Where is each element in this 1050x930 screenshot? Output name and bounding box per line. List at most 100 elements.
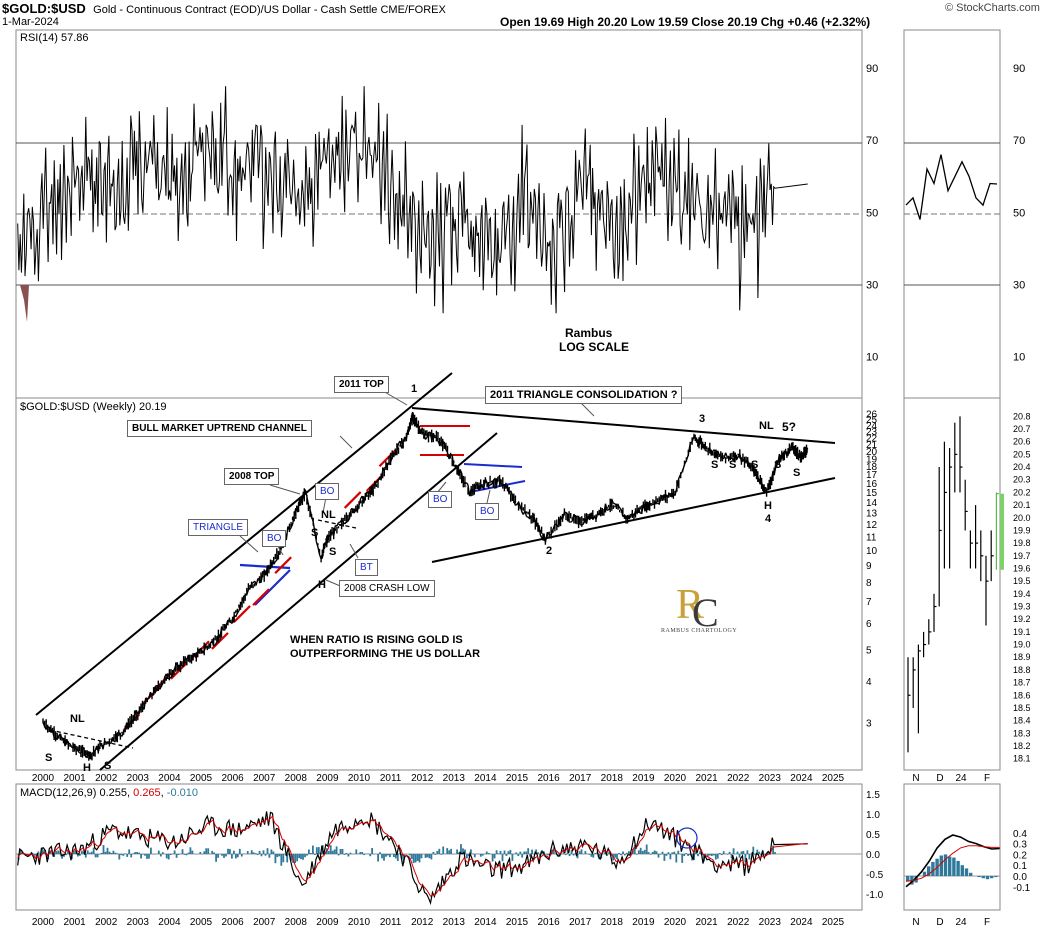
macd-hist-bar: [274, 854, 277, 864]
macd-hist-bar: [41, 848, 44, 854]
macd-hist-bar: [764, 854, 767, 855]
macd-x-tick: 2014: [474, 917, 497, 928]
macd-hist-bar: [730, 854, 733, 858]
zoom-price-y-tick: 19.2: [1013, 614, 1031, 624]
annot-2008-top: 2008 TOP: [224, 468, 280, 485]
h-2001: H: [83, 762, 91, 774]
macd-cross-circle: [676, 827, 698, 849]
macd-hist-bar: [651, 852, 654, 854]
pattern-lines: [49, 425, 526, 749]
macd-hist-bar: [665, 854, 668, 856]
macd-hist-bar: [430, 854, 433, 860]
zoom-macd-group: [904, 834, 1000, 888]
macd-hist-bar: [122, 854, 125, 856]
macd-hist-bar: [685, 853, 688, 854]
s-right-2001: S: [104, 760, 112, 772]
macd-hist-bar: [242, 853, 245, 854]
macd-hist-bar: [203, 851, 206, 854]
macd-hist-bar: [106, 847, 109, 854]
macd-hist-bar: [436, 850, 439, 854]
zoom-price-y-tick: 20.7: [1013, 424, 1031, 434]
macd-hist-bar: [519, 851, 522, 854]
macd-hist-bar: [165, 854, 168, 859]
macd-hist-bar: [562, 850, 565, 854]
macd-hist-bar: [710, 854, 713, 856]
price-y-tick: 9: [866, 561, 872, 572]
rsi-oversold-fill: [20, 285, 29, 322]
macd-hist-bar: [568, 854, 571, 857]
annot-bo-2013: BO: [428, 491, 453, 508]
macd-hist-bar: [712, 854, 715, 856]
macd-hist-bar: [246, 851, 249, 854]
macd-y-tick: -0.5: [866, 870, 884, 881]
price-x-tick: 2003: [127, 773, 150, 784]
macd-hist-bar: [191, 850, 194, 854]
zoom-rsi-y-tick: 30: [1013, 279, 1025, 291]
zoom-macd-bar: [956, 860, 960, 876]
macd-hist-bar: [315, 847, 318, 854]
macd-hist-bar: [584, 851, 587, 854]
macd-hist-bar: [580, 849, 583, 854]
macd-x-tick: 2009: [316, 917, 339, 928]
zoom-price-y-tick: 19.8: [1013, 538, 1031, 548]
wave-4-label: 4: [765, 513, 772, 525]
macd-hist-bar: [235, 854, 237, 859]
macd-hist-bar: [84, 854, 87, 858]
zoom-price-y-tick: 19.3: [1013, 602, 1031, 612]
macd-x-tick: 2003: [127, 917, 150, 928]
macd-label-prefix: MACD(12,26,9): [20, 787, 97, 799]
macd-hist-bar: [294, 854, 296, 863]
zoom-macd-bar: [969, 872, 973, 876]
price-y-tick: 3: [866, 718, 872, 729]
macd-hist-bar: [389, 854, 391, 858]
macd-hist-bar: [112, 850, 115, 854]
price-x-tick: 2020: [664, 773, 687, 784]
zoom-price-y-tick: 19.9: [1013, 525, 1031, 535]
macd-hist-bar: [468, 854, 470, 857]
macd-hist-bar: [746, 850, 749, 854]
zoom-price-y-tick: 18.3: [1013, 728, 1031, 738]
macd-hist-bar: [428, 854, 431, 859]
macd-hist-bar: [290, 854, 293, 861]
macd-hist-bar: [92, 847, 95, 854]
macd-hist-bar: [335, 846, 338, 854]
macd-hist-bar: [260, 854, 263, 857]
zoom-price-y-tick: 20.1: [1013, 500, 1031, 510]
macd-hist-bar: [57, 850, 59, 854]
macd-hist-bar: [639, 847, 642, 854]
macd-hist-bar: [312, 845, 314, 854]
zoom-macd-y-tick: 0.2: [1013, 850, 1027, 861]
macd-hist-bar: [357, 853, 360, 854]
price-x-tick: 2021: [695, 773, 718, 784]
macd-hist-bar: [697, 854, 699, 857]
macd-hist-bar: [308, 849, 310, 854]
macd-hist-bar: [300, 854, 302, 860]
macd-hist-bar: [442, 846, 445, 854]
zoom-price-y-tick: 19.1: [1013, 627, 1031, 637]
macd-x-tick: 2017: [569, 917, 592, 928]
macd-hist-bar: [134, 852, 136, 854]
macd-hist-bar: [440, 854, 443, 855]
zoom-price-y-tick: 20.2: [1013, 487, 1031, 497]
symbol: $GOLD:$USD: [2, 1, 86, 16]
price-x-tick: 2013: [443, 773, 466, 784]
macd-hist-bar: [284, 854, 287, 855]
macd-hist-bar: [552, 847, 555, 854]
annot-triangle-consolidation: 2011 TRIANGLE CONSOLIDATION ?: [485, 386, 683, 404]
macd-hist-bar: [410, 854, 413, 859]
zoom-macd-bar: [931, 862, 935, 876]
macd-hist-bar: [55, 851, 57, 854]
macd-hist-bar: [144, 854, 146, 856]
macd-hist-bar: [481, 854, 484, 856]
macd-y-tick: 0.0: [866, 850, 880, 861]
zoom-macd-y-tick: -0.1: [1013, 883, 1031, 894]
macd-hist-bar: [345, 853, 348, 854]
macd-hist-bar: [592, 854, 595, 858]
ratio-note-line1: WHEN RATIO IS RISING GOLD IS: [290, 634, 463, 646]
price-y-tick: 11: [866, 532, 877, 543]
macd-hist-bar: [276, 854, 279, 858]
price-y-tick: 4: [866, 677, 872, 688]
s-left-2001: S: [45, 752, 53, 764]
price-series-line: [42, 411, 809, 761]
